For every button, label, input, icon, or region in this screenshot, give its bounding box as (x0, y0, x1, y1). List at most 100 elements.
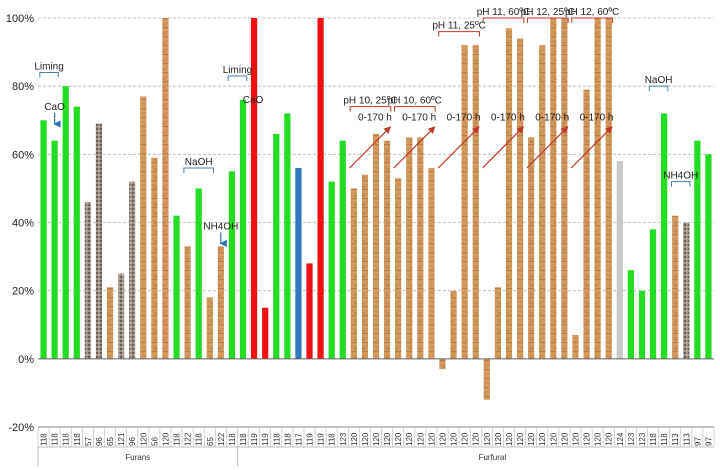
x-tick-label: 118 (73, 433, 82, 446)
bar (140, 96, 147, 359)
bar (539, 45, 546, 359)
time-arrow (437, 126, 480, 169)
bracket (39, 72, 59, 78)
annotation-label: NaOH (185, 157, 213, 168)
bar (439, 358, 446, 370)
bar (62, 86, 69, 359)
x-tick-label: 120 (383, 432, 392, 446)
x-tick-label: 120 (450, 432, 459, 446)
y-tick-label: 80% (12, 81, 34, 93)
bar (461, 45, 468, 359)
x-tick-label: 120 (494, 432, 503, 446)
annotation-label: pH 10, 25ºC (343, 96, 397, 107)
y-tick-label: 60% (12, 149, 34, 161)
x-tick-label: 118 (283, 433, 292, 446)
bar (483, 358, 490, 400)
annotation-label: pH 12, 25ºC (521, 7, 575, 18)
bar (151, 157, 158, 359)
annotation-label: pH 11, 60ºC (477, 7, 531, 18)
bar (616, 161, 623, 359)
bar (649, 229, 657, 359)
bar (406, 137, 413, 359)
bar (672, 215, 679, 359)
x-tick-label: 113 (671, 433, 680, 446)
y-axis-ticks: -20% 0% 20% 40% 60% 80% 100% (6, 13, 34, 434)
x-tick-label: 124 (616, 432, 625, 446)
annotation-label: 0-170 h (358, 112, 392, 123)
bar (184, 246, 191, 359)
bar (295, 167, 302, 359)
x-axis-ticks: 118 118 118 118 57 96 65 121 96 120 56 120 118 122 118… (40, 432, 714, 446)
time-arrow (526, 126, 569, 169)
x-tick-label: 119 (317, 433, 326, 446)
bar (273, 133, 280, 359)
bar (317, 18, 324, 359)
bar (550, 18, 557, 359)
bar (118, 273, 125, 359)
bracket (526, 17, 569, 23)
bar (40, 120, 47, 359)
x-tick-label: 118 (328, 433, 337, 446)
x-tick-label: 96 (95, 437, 104, 446)
bracket (482, 17, 525, 23)
bar (661, 113, 668, 359)
x-tick-label: 120 (350, 432, 359, 446)
x-tick-label: 119 (250, 433, 259, 446)
annotation-label: Liming (223, 65, 252, 76)
x-tick-label: 56 (150, 437, 159, 446)
bar (605, 18, 612, 359)
x-tick-label: 120 (472, 432, 481, 446)
bracket (349, 106, 392, 112)
bar (239, 99, 247, 359)
x-tick-label: 117 (294, 433, 303, 446)
bar (95, 123, 103, 359)
x-tick-label: 118 (272, 433, 281, 446)
x-tick-label: 122 (184, 432, 193, 446)
x-tick-label: 120 (538, 432, 547, 446)
bar (51, 140, 58, 359)
bar (372, 133, 380, 359)
bar (494, 287, 502, 359)
time-arrow (482, 126, 525, 169)
bracket (438, 31, 480, 37)
annotation-label: CaO (44, 102, 65, 113)
x-tick-label: 57 (84, 437, 93, 446)
x-tick-label: 120 (571, 432, 580, 446)
x-tick-label: 118 (195, 433, 204, 446)
x-tick-label: 119 (306, 433, 315, 446)
bar (217, 246, 224, 359)
x-tick-label: 65 (206, 437, 215, 446)
x-tick-label: 120 (583, 432, 592, 446)
bar (383, 140, 391, 359)
x-tick-label: 120 (516, 432, 525, 446)
x-tick-label: 118 (649, 433, 658, 446)
bar (472, 45, 479, 359)
bracket (393, 106, 436, 112)
x-tick-label: 120 (605, 432, 614, 446)
x-axis (37, 358, 715, 448)
annotation-label: pH 10, 60ºC (388, 96, 442, 107)
bar (683, 222, 690, 359)
bar (561, 18, 568, 359)
x-tick-label: 120 (139, 432, 148, 446)
x-tick-label: 119 (261, 433, 270, 446)
bar (395, 178, 402, 359)
bar (583, 89, 590, 359)
bar (206, 297, 213, 359)
bar (627, 270, 634, 359)
bar (505, 28, 513, 359)
category-groups: Furans Furfural (37, 447, 506, 466)
x-tick-label: 120 (594, 432, 603, 446)
x-tick-label: 97 (704, 437, 713, 446)
bar (572, 334, 579, 359)
x-tick-label: 120 (405, 432, 414, 446)
bar (361, 174, 369, 359)
annotation-label: NaOH (645, 75, 673, 86)
x-tick-label: 120 (527, 432, 536, 446)
bar (528, 137, 535, 359)
x-tick-label: 120 (461, 432, 470, 446)
x-tick-label: 123 (638, 432, 647, 446)
bar (195, 188, 202, 359)
bar (129, 181, 136, 359)
